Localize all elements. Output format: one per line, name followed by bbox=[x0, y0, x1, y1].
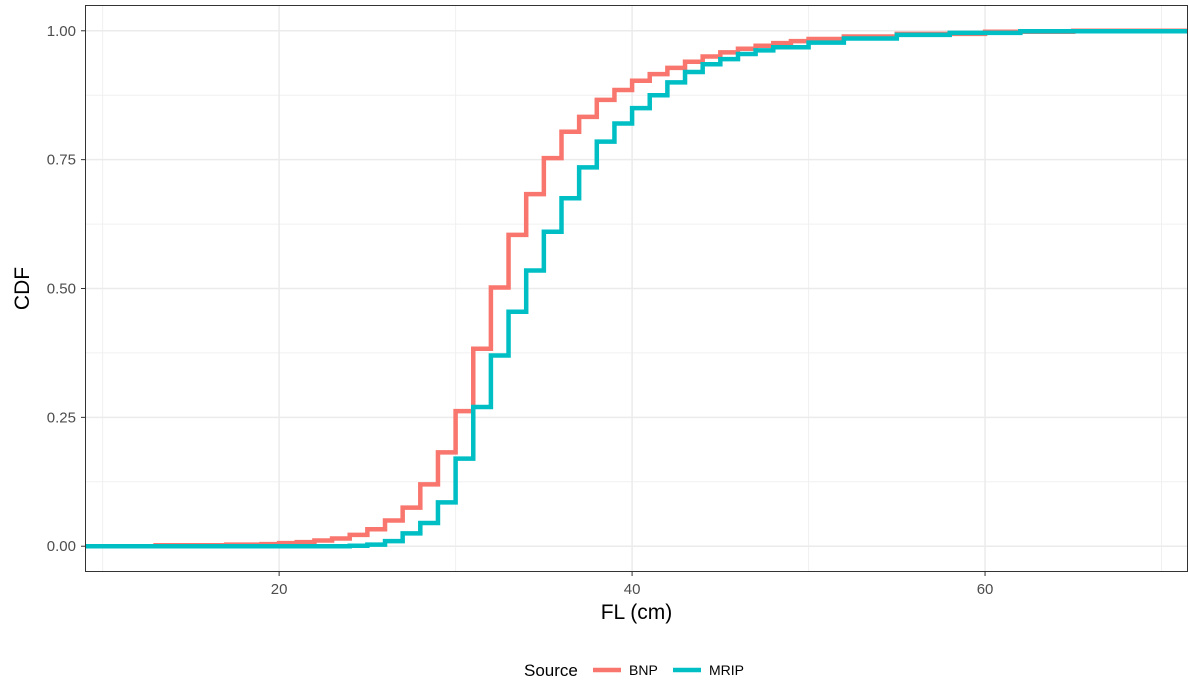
x-axis-title: FL (cm) bbox=[601, 601, 673, 624]
series-line-mrip bbox=[85, 29, 1188, 549]
legend-label-mrip: MRIP bbox=[709, 662, 744, 678]
series-lines bbox=[85, 28, 1188, 549]
y-tick-label: 1.00 bbox=[47, 23, 76, 40]
x-tick-label: 60 bbox=[977, 581, 994, 598]
y-axis-title: CDF bbox=[11, 267, 34, 310]
x-tick-label: 40 bbox=[624, 581, 641, 598]
y-tick-label: 0.75 bbox=[47, 152, 76, 169]
legend-title: Source bbox=[524, 661, 578, 680]
legend-items: BNP MRIP bbox=[593, 662, 744, 678]
legend-label-bnp: BNP bbox=[629, 662, 658, 678]
y-axis-ticks: 0.00 0.25 0.50 0.75 1.00 bbox=[47, 23, 85, 555]
legend: Source BNP MRIP bbox=[524, 661, 744, 680]
x-axis-ticks: 20 40 60 bbox=[271, 572, 994, 598]
y-tick-label: 0.25 bbox=[47, 409, 76, 426]
grid-lines bbox=[85, 5, 1188, 572]
y-tick-label: 0.50 bbox=[47, 281, 76, 298]
series-line-bnp bbox=[85, 28, 1188, 549]
x-tick-label: 20 bbox=[271, 581, 288, 598]
y-tick-label: 0.00 bbox=[47, 538, 76, 555]
